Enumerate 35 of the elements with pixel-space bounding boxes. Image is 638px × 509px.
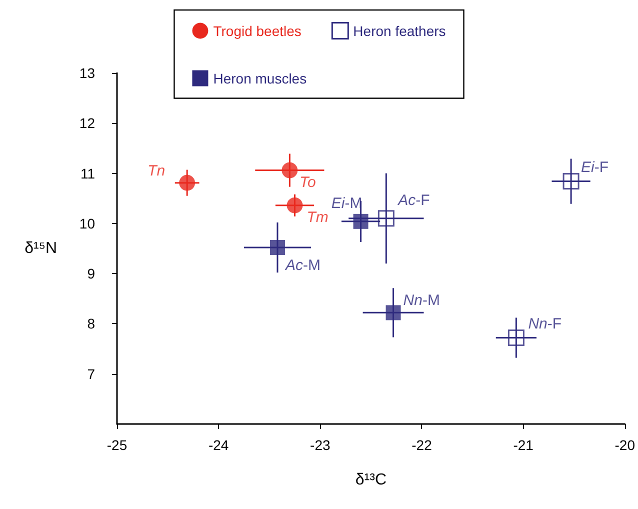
annotation: Nn-M [403, 292, 440, 310]
annotation: Tn [148, 162, 166, 180]
point [286, 197, 303, 214]
annotation: Ac-F [397, 192, 430, 209]
y-tick-label: 7 [87, 366, 96, 382]
annotation: Nn-F [528, 315, 562, 332]
point [179, 174, 196, 191]
y-tick-label: 11 [80, 165, 96, 182]
y-tick-label: 13 [79, 65, 96, 81]
x-tick-label: -23 [310, 437, 330, 453]
point [353, 214, 368, 229]
annotation: To [300, 174, 316, 191]
x-tick-label: -20 [614, 437, 636, 453]
y-tick-label: 9 [87, 266, 96, 282]
x-tick-label: -25 [106, 437, 128, 453]
point [270, 240, 285, 255]
y-tick-label: 12 [79, 115, 96, 132]
y-axis-title: δ¹⁵N [24, 240, 57, 257]
point [282, 162, 298, 178]
x-tick-label: -22 [412, 437, 432, 453]
point [508, 330, 524, 346]
annotation: Ac-M [284, 256, 320, 274]
annotation: Ei-F [581, 158, 609, 176]
point [562, 173, 580, 190]
y-tick-label: 10 [79, 215, 96, 232]
y-tick-label: 8 [87, 316, 96, 332]
point [378, 210, 394, 227]
x-axis-title: δ¹³C [355, 472, 387, 488]
legend-label: Heron muscles [213, 70, 307, 86]
legend-label: Trogid beetles [213, 22, 302, 39]
annotation: Tm [306, 208, 328, 226]
x-tick-label: -24 [208, 437, 229, 453]
legend-label: Heron feathers [353, 22, 446, 39]
x-tick-label: -21 [513, 437, 534, 453]
point [386, 305, 401, 320]
